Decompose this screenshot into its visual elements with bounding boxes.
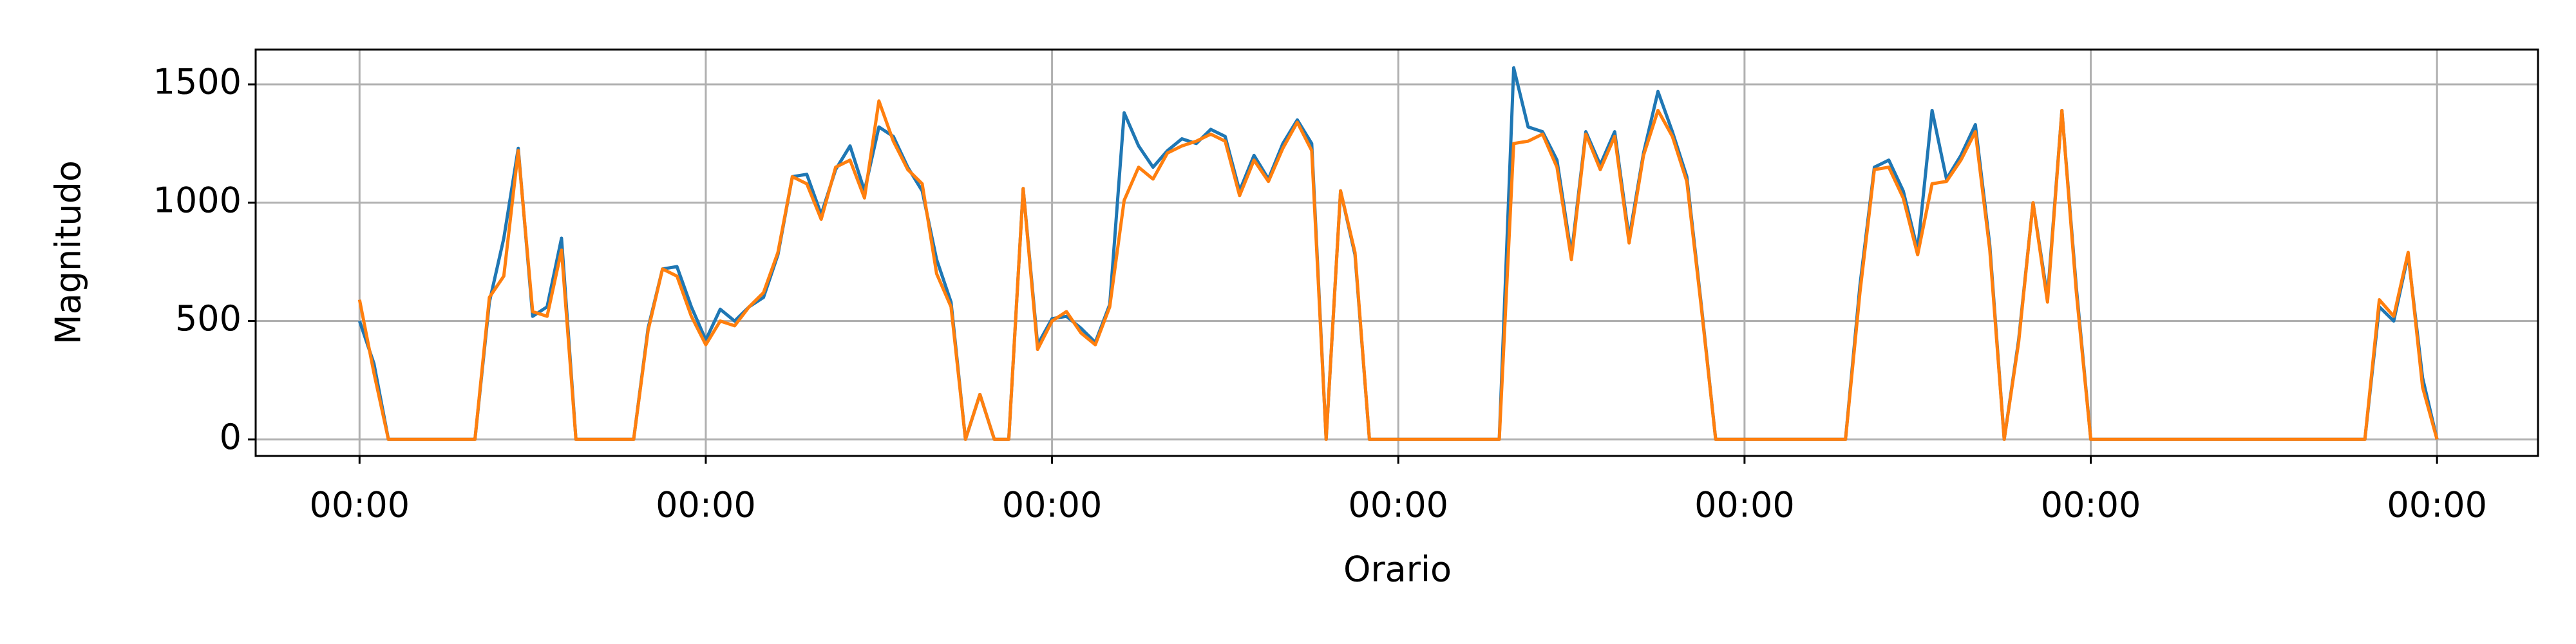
data-line: [357, 99, 2439, 441]
plot-frame: [254, 48, 2539, 457]
x-tick-label: 00:00: [1694, 485, 1795, 526]
x-tick-label: 00:00: [2387, 485, 2487, 526]
x-tick-label: 00:00: [1348, 485, 1448, 526]
y-tick-label: 1000: [153, 180, 242, 220]
y-tick-label: 500: [175, 298, 242, 339]
y-tick-label: 0: [220, 417, 242, 457]
x-tick-label: 00:00: [309, 485, 410, 526]
y-tick-label: 1500: [153, 62, 242, 102]
x-tick-label: 00:00: [656, 485, 756, 526]
x-tick-label: 00:00: [2041, 485, 2141, 526]
x-axis-label: Orario: [1343, 549, 1452, 590]
x-tick-label: 00:00: [1002, 485, 1103, 526]
y-axis-label: Magnitudo: [48, 160, 89, 345]
